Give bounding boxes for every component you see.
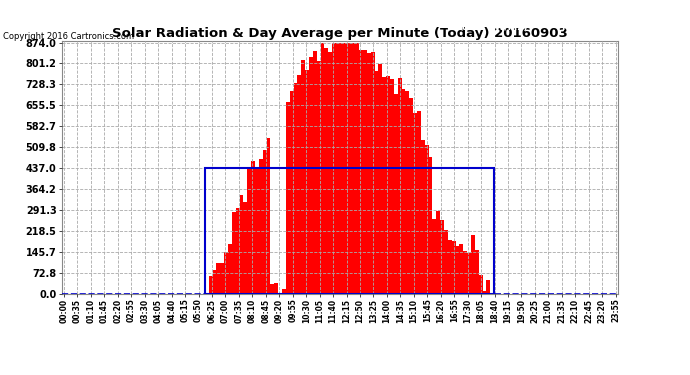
Bar <box>471 235 475 294</box>
Bar <box>270 284 274 294</box>
Bar <box>386 75 390 294</box>
Bar <box>293 83 297 294</box>
Bar <box>274 283 278 294</box>
Bar <box>208 276 213 294</box>
Text: Copyright 2016 Cartronics.com: Copyright 2016 Cartronics.com <box>3 32 135 41</box>
Bar <box>266 138 270 294</box>
Bar <box>452 241 455 294</box>
Bar <box>433 219 436 294</box>
Bar <box>336 42 339 294</box>
Bar <box>228 243 232 294</box>
Bar <box>259 159 263 294</box>
Bar <box>475 251 479 294</box>
Bar <box>286 102 290 294</box>
Bar <box>302 60 305 294</box>
Bar <box>378 64 382 294</box>
Bar <box>421 140 424 294</box>
Bar <box>324 48 328 294</box>
Title: Solar Radiation & Day Average per Minute (Today) 20160903: Solar Radiation & Day Average per Minute… <box>112 27 568 40</box>
Bar <box>321 43 324 294</box>
Bar <box>305 70 309 294</box>
Bar <box>213 270 217 294</box>
Bar <box>394 94 397 294</box>
Bar <box>455 246 460 294</box>
Bar <box>444 230 448 294</box>
Bar <box>348 42 351 294</box>
Bar <box>239 195 244 294</box>
Bar <box>397 78 402 294</box>
Bar <box>363 50 367 294</box>
Bar <box>460 244 463 294</box>
Bar <box>406 91 409 294</box>
Bar <box>440 220 444 294</box>
Bar <box>263 150 266 294</box>
Bar <box>251 161 255 294</box>
Text: Median  (W/m2): Median (W/m2) <box>447 22 528 32</box>
Bar <box>382 77 386 294</box>
Bar <box>247 168 251 294</box>
Bar <box>402 89 406 294</box>
Bar <box>467 253 471 294</box>
Bar <box>428 157 433 294</box>
Bar <box>224 252 228 294</box>
Bar <box>278 293 282 294</box>
Bar <box>448 240 452 294</box>
Bar <box>436 210 440 294</box>
Bar <box>309 57 313 294</box>
Bar <box>232 212 236 294</box>
Bar <box>344 42 348 294</box>
Bar <box>217 262 220 294</box>
Bar <box>351 42 355 294</box>
Bar <box>317 61 321 294</box>
Bar <box>313 51 317 294</box>
Bar <box>359 50 363 294</box>
Bar <box>371 52 375 294</box>
Bar <box>409 98 413 294</box>
Bar <box>355 42 359 294</box>
Bar <box>390 80 394 294</box>
Bar <box>479 276 482 294</box>
Bar <box>413 113 417 294</box>
Bar <box>424 145 428 294</box>
Text: Radiation  (W/m2): Radiation (W/m2) <box>562 22 654 32</box>
Bar <box>205 168 494 294</box>
Bar <box>367 53 371 294</box>
Bar <box>255 168 259 294</box>
Bar <box>491 293 494 294</box>
Bar <box>328 52 332 294</box>
Bar <box>482 291 486 294</box>
Bar <box>339 42 344 294</box>
Bar <box>332 42 336 294</box>
Bar <box>236 208 239 294</box>
Bar <box>417 111 421 294</box>
Bar <box>244 202 247 294</box>
Bar <box>486 280 491 294</box>
Bar <box>220 263 224 294</box>
Bar <box>463 251 467 294</box>
Bar <box>297 75 302 294</box>
Bar <box>290 92 293 294</box>
Bar <box>282 289 286 294</box>
Bar <box>375 71 378 294</box>
